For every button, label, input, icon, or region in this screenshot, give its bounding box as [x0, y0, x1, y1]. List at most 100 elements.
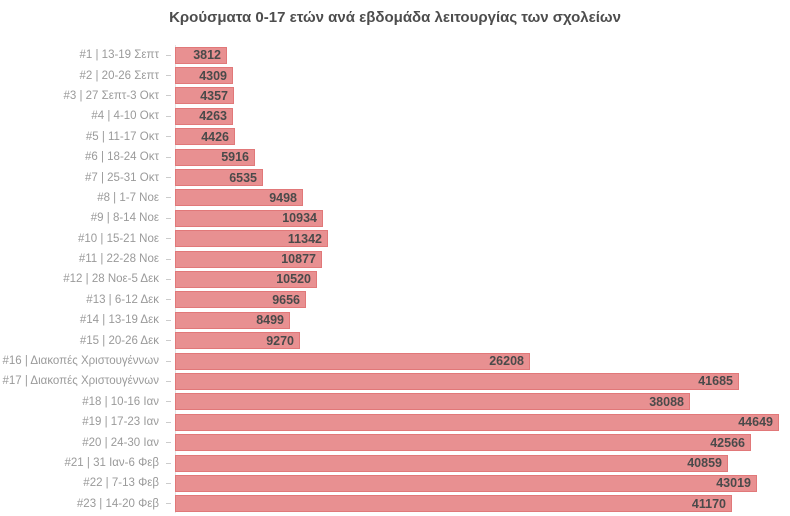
bar: 4263 [175, 107, 233, 125]
category-label: #2 | 20-26 Σεπτ [79, 69, 160, 82]
bar: 10877 [175, 250, 322, 268]
chart-title: Κρούσματα 0-17 ετών ανά εβδομάδα λειτουρ… [169, 9, 621, 26]
bar: 26208 [175, 352, 530, 370]
bar-value-label: 41170 [691, 496, 726, 511]
bar-row: #1 | 13-19 Σεπτ 3812 [0, 45, 790, 65]
bar-row: #18 | 10-16 Ιαν 38088 [0, 392, 790, 412]
bar-row: #2 | 20-26 Σεπτ 4309 [0, 65, 790, 85]
axis-tick [166, 421, 171, 423]
bar: 41170 [175, 495, 732, 513]
bar-value-label: 40859 [687, 456, 722, 470]
bar-value-label: 9498 [269, 190, 297, 205]
category-label: #13 | 6-12 Δεκ [86, 293, 159, 306]
category-label: #4 | 4-10 Οκτ [91, 110, 159, 123]
axis-tick [166, 238, 171, 240]
category-label: #5 | 11-17 Οκτ [85, 130, 159, 143]
bar: 10520 [175, 270, 317, 288]
bar: 9270 [175, 332, 300, 350]
bar-value-label: 10934 [282, 211, 317, 226]
bar: 11342 [175, 230, 328, 248]
bar-value-label: 8499 [256, 313, 284, 328]
bar-value-label: 5916 [221, 150, 249, 165]
axis-tick [166, 54, 171, 56]
bar: 43019 [175, 474, 757, 492]
axis-tick [166, 197, 171, 199]
bar-value-label: 3812 [193, 48, 221, 63]
bar: 3812 [175, 46, 227, 64]
axis-tick [166, 503, 171, 505]
bar-row: #12 | 28 Νοε-5 Δεκ 10520 [0, 269, 790, 289]
category-label: #10 | 15-21 Νοε [78, 232, 159, 245]
bar: 44649 [175, 413, 779, 431]
axis-tick [166, 95, 171, 97]
bar-row: #13 | 6-12 Δεκ 9656 [0, 290, 790, 310]
bar-value-label: 6535 [229, 170, 257, 185]
category-label: #12 | 28 Νοε-5 Δεκ [63, 273, 159, 286]
bar: 8499 [175, 311, 290, 329]
axis-tick [166, 319, 171, 321]
bar-value-label: 4357 [200, 88, 228, 103]
axis-tick [166, 278, 171, 280]
bar-row: #14 | 13-19 Δεκ 8499 [0, 310, 790, 330]
bar-row: #22 | 7-13 Φεβ 43019 [0, 473, 790, 493]
axis-tick [166, 156, 171, 158]
category-label: #20 | 24-30 Ιαν [82, 436, 159, 449]
bar-row: #9 | 8-14 Νοε 10934 [0, 208, 790, 228]
bar: 9656 [175, 291, 306, 309]
bar-row: #15 | 20-26 Δεκ 9270 [0, 330, 790, 350]
bar-value-label: 43019 [716, 476, 751, 491]
bar: 4426 [175, 128, 235, 146]
chart-rows: #1 | 13-19 Σεπτ 3812 #2 | 20-26 Σεπτ 4309 #3… [0, 45, 790, 514]
bar-value-label: 4309 [199, 68, 227, 83]
axis-tick [166, 360, 171, 362]
bar-value-label: 38088 [649, 394, 684, 409]
category-label: #22 | 7-13 Φεβ [83, 477, 159, 490]
bar-value-label: 4263 [199, 109, 227, 124]
bar: 42566 [175, 434, 751, 452]
bar-value-label: 41685 [698, 374, 733, 389]
bar: 10934 [175, 209, 323, 227]
axis-tick [166, 442, 171, 444]
bar-row: #5 | 11-17 Οκτ 4426 [0, 127, 790, 147]
category-label: #1 | 13-19 Σεπτ [79, 49, 160, 62]
category-label: #21 | 31 Ιαν-6 Φεβ [64, 457, 159, 469]
axis-tick [166, 115, 171, 117]
bar-row: #23 | 14-20 Φεβ 41170 [0, 494, 790, 514]
bar-row: #10 | 15-21 Νοε 11342 [0, 229, 790, 249]
bar: 40859 [175, 454, 728, 472]
axis-tick [166, 258, 171, 260]
axis-tick [166, 401, 171, 403]
category-label: #16 | Διακοπές Χριστουγέννων [2, 355, 160, 368]
bar-row: #21 | 31 Ιαν-6 Φεβ 40859 [0, 453, 790, 473]
bar-value-label: 4426 [201, 129, 229, 144]
bar: 38088 [175, 393, 690, 411]
bar: 4309 [175, 67, 233, 85]
bar-row: #11 | 22-28 Νοε 10877 [0, 249, 790, 269]
bar-row: #4 | 4-10 Οκτ 4263 [0, 106, 790, 126]
category-label: #19 | 17-23 Ιαν [82, 416, 159, 429]
bar-value-label: 26208 [489, 354, 524, 369]
bar-row: #7 | 25-31 Οκτ 6535 [0, 167, 790, 187]
axis-tick [166, 136, 171, 138]
bar-value-label: 9270 [266, 333, 294, 348]
axis-tick [166, 340, 171, 342]
axis-tick [166, 217, 171, 219]
axis-tick [166, 482, 171, 484]
bar-row: #3 | 27 Σεπτ-3 Οκτ 4357 [0, 86, 790, 106]
bar: 4357 [175, 87, 234, 105]
bar-row: #20 | 24-30 Ιαν 42566 [0, 432, 790, 452]
category-label: #23 | 14-20 Φεβ [76, 497, 159, 510]
axis-tick [166, 299, 171, 301]
bar: 5916 [175, 148, 255, 166]
category-label: #17 | Διακοπές Χριστουγέννων [2, 375, 160, 388]
category-label: #6 | 18-24 Οκτ [84, 151, 159, 164]
bar-value-label: 9656 [272, 292, 300, 307]
bar-value-label: 42566 [710, 435, 745, 450]
bar-row: #16 | Διακοπές Χριστουγέννων 26208 [0, 351, 790, 371]
bar-row: #8 | 1-7 Νοε 9498 [0, 188, 790, 208]
bar-row: #17 | Διακοπές Χριστουγέννων 41685 [0, 371, 790, 391]
axis-tick [166, 380, 171, 382]
category-label: #18 | 10-16 Ιαν [82, 395, 159, 408]
axis-tick [166, 462, 171, 464]
